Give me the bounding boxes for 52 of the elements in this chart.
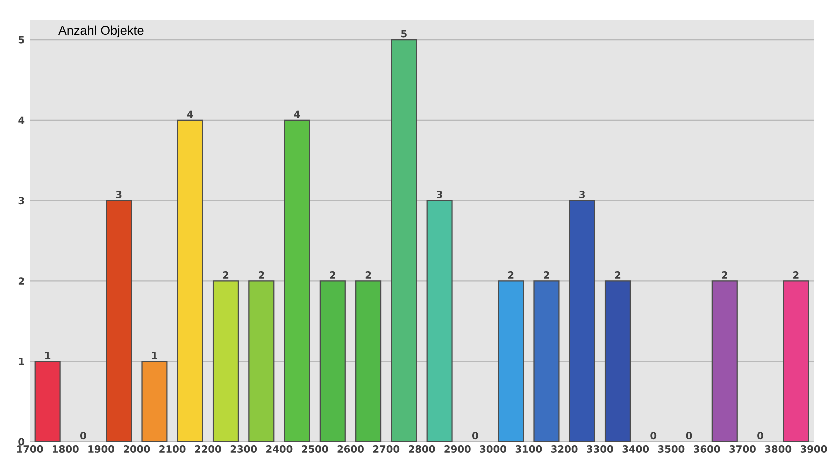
data-label: 0: [472, 432, 478, 440]
x-tick-label: 2500: [302, 446, 328, 453]
x-tick-label: 2100: [160, 446, 186, 453]
data-label: 0: [80, 432, 86, 440]
y-axis-title: Anzahl Objekte: [58, 26, 144, 38]
x-tick-label: 2600: [338, 446, 364, 453]
data-label: 2: [508, 272, 514, 279]
x-tick-label: 3100: [516, 446, 542, 453]
x-tick-label: 3900: [800, 446, 828, 453]
data-label: 2: [366, 272, 372, 279]
data-label: 2: [615, 272, 621, 279]
y-tick-label: 1: [19, 358, 24, 366]
data-label: 1: [46, 352, 51, 360]
x-tick-label: 2800: [409, 446, 436, 453]
data-label: 4: [294, 110, 300, 118]
x-tick-label: 3200: [552, 446, 578, 453]
y-tick-label: 0: [18, 438, 25, 446]
x-tick-label: 2400: [266, 446, 293, 453]
x-tick-label: 3000: [480, 446, 506, 453]
data-label: 2: [223, 272, 229, 279]
data-label: 0: [758, 432, 764, 440]
x-tick-label: 2700: [373, 446, 400, 453]
y-tick-label: 3: [18, 197, 24, 205]
x-tick-label: 1700: [17, 446, 44, 453]
data-label: 2: [794, 272, 799, 279]
data-label: 2: [544, 272, 550, 279]
x-tick-label: 3800: [765, 446, 792, 453]
x-tick-label: 2000: [124, 446, 150, 453]
data-label: 5: [402, 30, 407, 38]
x-tick-label: 3400: [622, 446, 650, 453]
x-tick-label: 3700: [730, 446, 756, 453]
data-label: 2: [330, 272, 336, 279]
y-tick-label: 2: [18, 278, 24, 285]
x-tick-label: 2300: [230, 446, 258, 453]
data-label: 2: [258, 272, 264, 279]
x-tick-label: 3600: [694, 446, 720, 453]
x-tick-label: 1800: [53, 446, 79, 453]
data-label: 0: [650, 432, 657, 440]
y-tick-label: 4: [18, 116, 25, 124]
x-tick-label: 1900: [88, 446, 115, 453]
data-label: 2: [722, 272, 728, 279]
x-tick-label: 2200: [195, 446, 222, 453]
y-tick-label: 5: [18, 36, 24, 44]
data-label: 4: [187, 110, 194, 118]
data-label: 1: [152, 352, 158, 360]
x-tick-label: 2900: [444, 446, 471, 453]
data-label: 0: [686, 432, 692, 440]
data-label: 3: [437, 191, 442, 198]
x-tick-label: 3300: [587, 446, 614, 453]
data-label: 3: [116, 191, 122, 198]
data-label: 3: [580, 191, 585, 198]
x-tick-label: 3500: [658, 446, 685, 453]
